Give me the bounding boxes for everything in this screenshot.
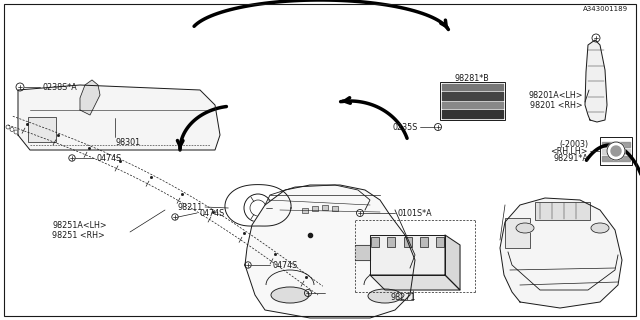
- Polygon shape: [445, 235, 460, 290]
- Text: <RH,LH>: <RH,LH>: [550, 147, 588, 156]
- Polygon shape: [355, 245, 370, 260]
- Bar: [371, 237, 379, 247]
- Polygon shape: [585, 40, 607, 122]
- Text: 98211: 98211: [178, 203, 203, 212]
- Text: 98281*B: 98281*B: [454, 74, 490, 83]
- Text: 98251 <RH>: 98251 <RH>: [52, 230, 105, 239]
- Text: (-2003): (-2003): [559, 140, 588, 148]
- Text: 98201A<LH>: 98201A<LH>: [529, 91, 583, 100]
- Polygon shape: [500, 198, 622, 308]
- Text: 0238S*A: 0238S*A: [42, 83, 77, 92]
- Bar: [28, 117, 56, 142]
- Ellipse shape: [368, 289, 402, 303]
- Bar: [535, 202, 590, 220]
- Polygon shape: [245, 185, 415, 318]
- Text: 98291*A: 98291*A: [553, 154, 588, 163]
- Text: 98201 <RH>: 98201 <RH>: [531, 100, 583, 109]
- Ellipse shape: [516, 223, 534, 233]
- Bar: [302, 208, 308, 213]
- Text: 0101S*A: 0101S*A: [397, 209, 431, 218]
- Bar: [436, 237, 444, 247]
- Text: 0474S: 0474S: [96, 154, 121, 163]
- Text: 0474S: 0474S: [199, 209, 224, 218]
- Polygon shape: [18, 85, 220, 150]
- Bar: [420, 237, 428, 247]
- Ellipse shape: [271, 287, 309, 303]
- Text: 0235S: 0235S: [392, 123, 418, 132]
- Circle shape: [607, 142, 625, 160]
- Ellipse shape: [591, 223, 609, 233]
- Bar: [440, 82, 505, 120]
- Circle shape: [611, 146, 621, 156]
- Text: 98301: 98301: [115, 138, 140, 147]
- Text: 98271: 98271: [390, 293, 415, 302]
- Polygon shape: [80, 80, 100, 115]
- Text: 0474S: 0474S: [272, 260, 297, 269]
- Bar: [322, 205, 328, 210]
- Polygon shape: [370, 235, 445, 275]
- Bar: [332, 206, 338, 211]
- Bar: [505, 218, 530, 248]
- Bar: [312, 206, 318, 211]
- Text: 98251A<LH>: 98251A<LH>: [52, 220, 107, 229]
- Text: A343001189: A343001189: [583, 6, 628, 12]
- Bar: [387, 237, 396, 247]
- Bar: [600, 137, 632, 165]
- Polygon shape: [370, 275, 460, 290]
- Bar: [385, 280, 413, 300]
- Bar: [403, 237, 412, 247]
